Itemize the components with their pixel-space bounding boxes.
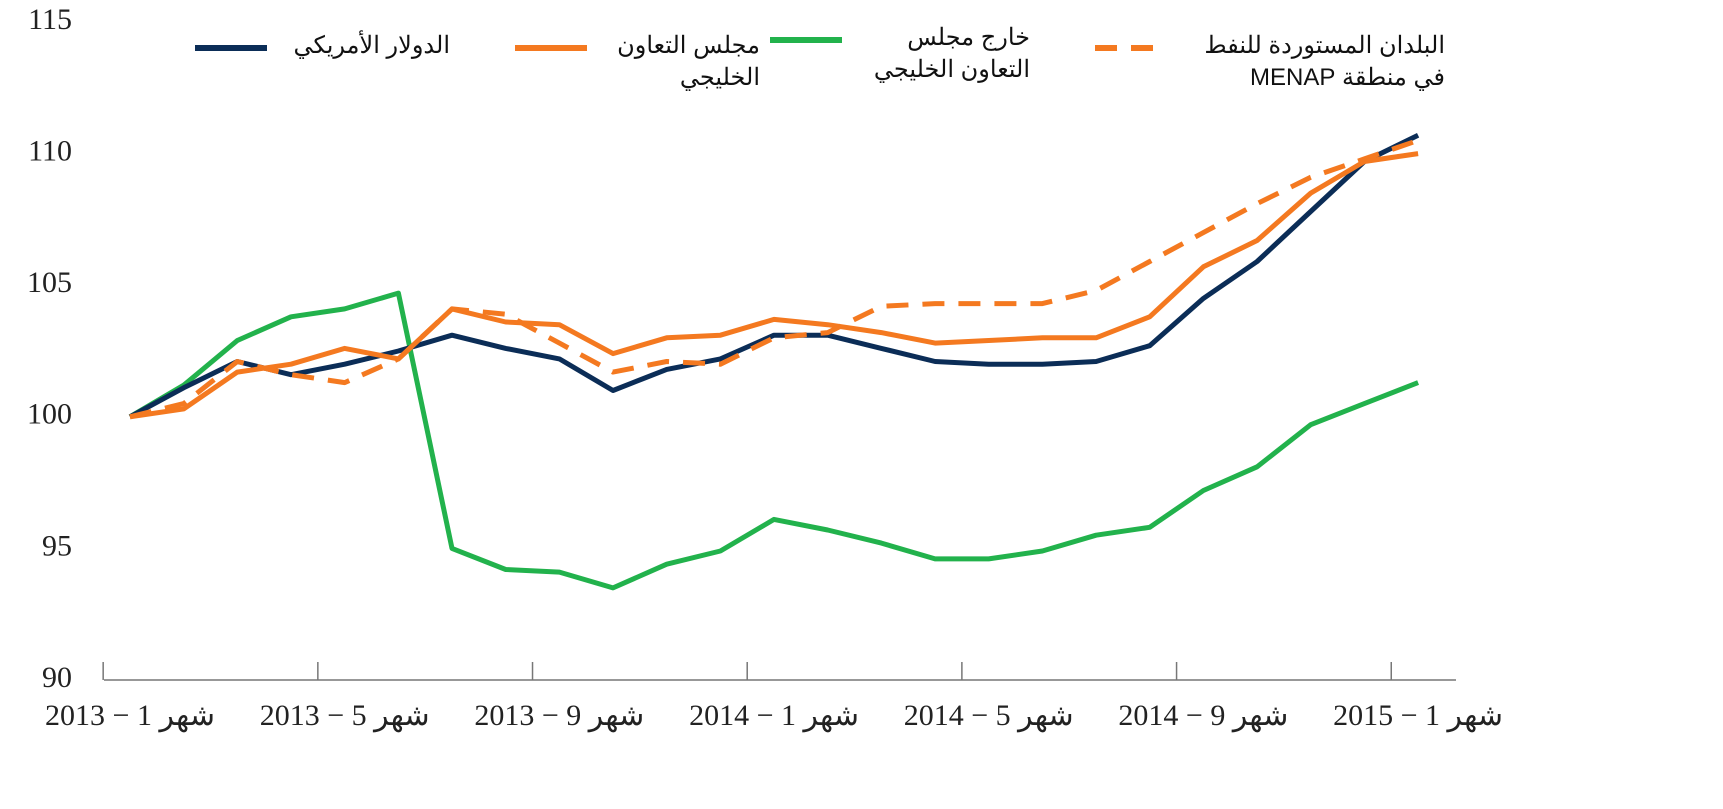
- legend-label: مجلس التعاون الخليجي: [617, 32, 760, 91]
- legend-swatch: [195, 45, 267, 51]
- y-tick-label: 100: [27, 398, 72, 431]
- line-series: [128, 290, 1420, 591]
- y-tick-label: 105: [27, 266, 72, 299]
- x-tick-label: شهر 9 − 2013: [474, 699, 644, 733]
- legend-item: الدولار الأمريكي: [195, 30, 450, 62]
- x-tick-label: شهر 5 − 2013: [260, 699, 430, 733]
- legend-item: خارج مجلس التعاون الخليجي: [770, 22, 1030, 86]
- legend-label: خارج مجلس التعاون الخليجي: [873, 24, 1030, 83]
- legend-swatch: [515, 45, 587, 51]
- x-tick-label: شهر 5 − 2014: [904, 699, 1074, 733]
- line-series: [128, 132, 1420, 419]
- legend-label: البلدان المستوردة للنفط في منطقة MENAP: [1204, 32, 1445, 91]
- x-tick-label: شهر 1 − 2013: [45, 699, 215, 733]
- line-series: [129, 151, 1419, 420]
- legend-label: الدولار الأمريكي: [293, 32, 450, 59]
- x-tick-label: شهر 1 − 2014: [689, 699, 859, 733]
- legend-swatch: [770, 37, 842, 43]
- y-tick-label: 115: [28, 3, 72, 36]
- x-tick-label: شهر 1 − 2015: [1333, 699, 1503, 733]
- legend-item: مجلس التعاون الخليجي: [515, 30, 760, 94]
- x-tick-label: شهر 9 − 2014: [1118, 699, 1288, 733]
- line-series: [129, 138, 1419, 420]
- legend-swatch: [1095, 45, 1167, 51]
- y-tick-label: 95: [42, 529, 72, 562]
- y-tick-label: 110: [28, 134, 72, 167]
- legend-item: البلدان المستوردة للنفط في منطقة MENAP: [1095, 30, 1445, 94]
- y-tick-label: 90: [42, 661, 72, 694]
